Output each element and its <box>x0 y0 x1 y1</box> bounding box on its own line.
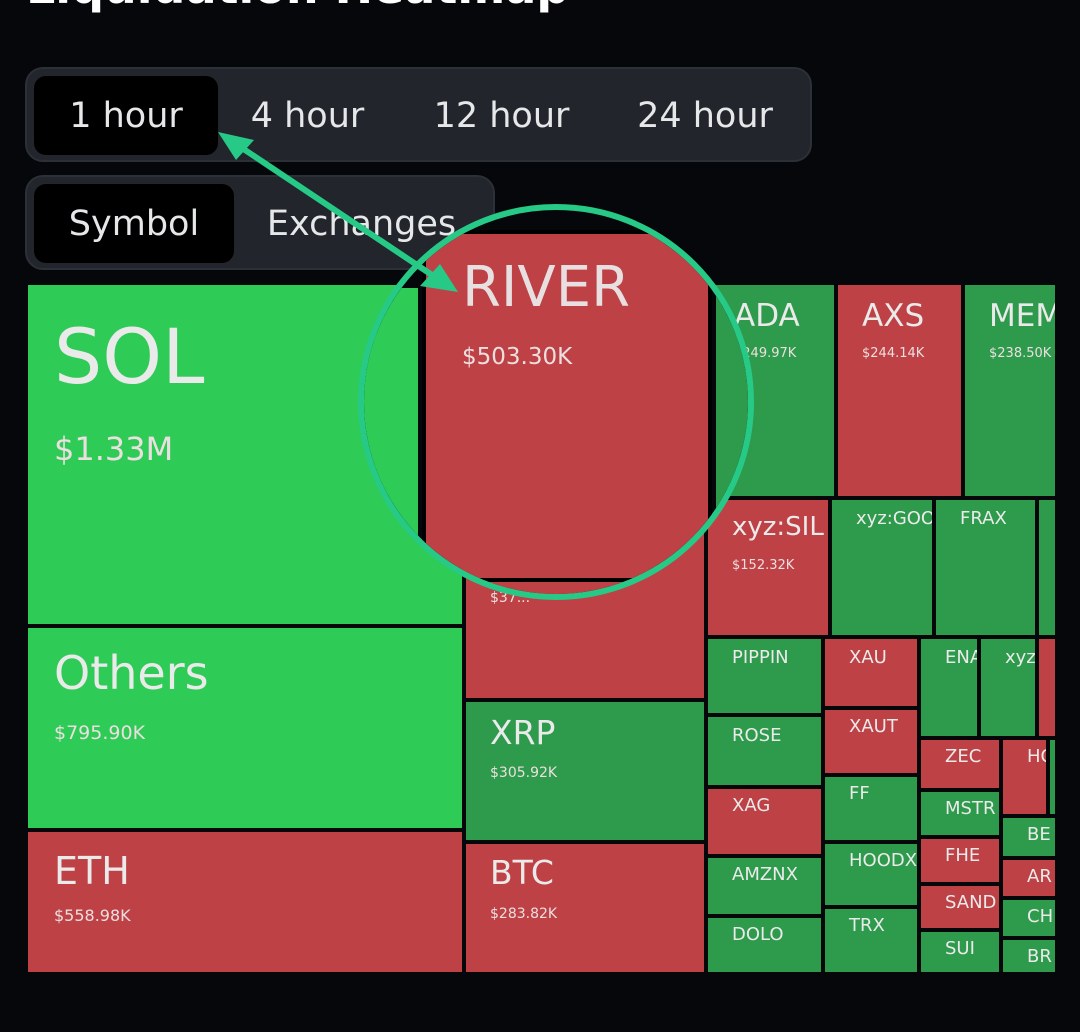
tile-name: ENA <box>945 647 979 668</box>
tile-name: MEM <box>989 298 1055 334</box>
tile-mstr[interactable]: MSTR <box>919 790 1001 837</box>
tile-name: Others <box>54 646 209 700</box>
tile-value: $795.90K <box>54 722 146 744</box>
tile-name: AR <box>1027 866 1052 887</box>
tile-name: XAG <box>732 795 771 816</box>
tile-axs[interactable]: AXS $244.14K <box>836 283 963 498</box>
tile-value: $503.30K <box>462 344 573 370</box>
tile-small[interactable] <box>1037 637 1055 738</box>
tile-name: SOL <box>54 312 205 401</box>
tile-name: HOODX <box>849 850 918 871</box>
magnified-lower-tile <box>464 582 724 594</box>
tile-name: XAUT <box>849 716 898 737</box>
tab-4-hour[interactable]: 4 hour <box>250 95 365 136</box>
tile-name: xyz:GOO <box>856 508 934 529</box>
tile-ho[interactable]: HO <box>1001 738 1048 816</box>
page-title: Liquidation Heatmap <box>26 0 569 14</box>
tab-symbol[interactable]: Symbol <box>34 184 234 263</box>
tile-name: FRAX <box>960 508 1007 529</box>
tab-1-hour[interactable]: 1 hour <box>34 76 218 155</box>
tile-name: AMZNX <box>732 864 798 885</box>
tile-name: TRX <box>849 915 885 936</box>
tile-trx[interactable]: TRX <box>823 907 919 974</box>
tile-eth[interactable]: ETH $558.98K <box>26 830 464 974</box>
tile-name: CH <box>1027 906 1054 927</box>
tile-name: PIPPIN <box>732 647 789 668</box>
tile-name: FHE <box>945 845 981 866</box>
tile-mem[interactable]: MEM $238.50K <box>963 283 1055 498</box>
tile-value: $558.98K <box>54 906 131 925</box>
tile-name: SAND <box>945 892 997 913</box>
tile-hoodx[interactable]: HOODX <box>823 842 919 907</box>
tile-name: MSTR <box>945 798 996 819</box>
tile-sui[interactable]: SUI <box>919 930 1001 974</box>
tile-name: SUI <box>945 938 975 959</box>
tile-xyz-goo[interactable]: xyz:GOO <box>830 498 934 637</box>
tab-12-hour[interactable]: 12 hour <box>433 95 570 136</box>
tile-xrp[interactable]: XRP $305.92K <box>464 700 706 842</box>
tile-name: HO <box>1027 746 1046 767</box>
tile-value: $152.32K <box>732 558 795 573</box>
tile-name: XRP <box>490 713 556 752</box>
time-range-selector: 1 hour 4 hour 12 hour 24 hour <box>25 67 812 162</box>
tile-pippin[interactable]: PIPPIN <box>706 637 823 715</box>
tile-value: $238.50K <box>989 346 1052 361</box>
tile-xaut[interactable]: XAUT <box>823 708 919 775</box>
tile-rose[interactable]: ROSE <box>706 715 823 787</box>
tab-24-hour[interactable]: 24 hour <box>637 95 773 136</box>
tile-btc[interactable]: BTC $283.82K <box>464 842 706 974</box>
tile-ar[interactable]: AR <box>1001 858 1055 898</box>
tile-ch[interactable]: CH <box>1001 898 1055 938</box>
tile-name: RIVER <box>462 255 631 320</box>
tile-name: DOLO <box>732 924 784 945</box>
tile-name: ETH <box>54 849 130 893</box>
tile-name: BE <box>1027 824 1051 845</box>
tile-ff[interactable]: FF <box>823 775 919 842</box>
tile-value: $305.92K <box>490 765 558 781</box>
tile-small[interactable] <box>1037 498 1055 637</box>
tile-name: BTC <box>490 853 554 892</box>
magnifier-lens: RIVER $503.30K <box>358 204 754 600</box>
tile-frax[interactable]: FRAX <box>934 498 1037 637</box>
tile-small[interactable] <box>1048 738 1055 816</box>
tile-name: AXS <box>862 298 925 334</box>
tile-value: $1.33M <box>54 430 174 468</box>
tile-name: ROSE <box>732 725 782 746</box>
tile-fhe[interactable]: FHE <box>919 837 1001 884</box>
tile-br[interactable]: BR <box>1001 938 1055 974</box>
magnified-ada-edge <box>716 288 748 548</box>
tile-name: ZEC <box>945 746 982 767</box>
tile-xau[interactable]: XAU <box>823 637 919 708</box>
tile-value: $244.14K <box>862 346 925 361</box>
tile-others[interactable]: Others $795.90K <box>26 626 464 830</box>
tile-name: FF <box>849 783 870 804</box>
tile-xag[interactable]: XAG <box>706 787 823 856</box>
tile-name: BR <box>1027 946 1052 967</box>
tile-value: $249.97K <box>734 346 797 361</box>
tile-xyz[interactable]: xyz <box>979 637 1037 738</box>
tile-amznx[interactable]: AMZNX <box>706 856 823 916</box>
tile-ena[interactable]: ENA <box>919 637 979 738</box>
tile-be[interactable]: BE <box>1001 816 1055 858</box>
magnified-river-tile: RIVER $503.30K <box>422 230 712 582</box>
tile-name: xyz <box>1005 647 1036 668</box>
tile-value: $283.82K <box>490 906 558 922</box>
tile-zec[interactable]: ZEC <box>919 738 1001 790</box>
tile-name: XAU <box>849 647 887 668</box>
tile-dolo[interactable]: DOLO <box>706 916 823 974</box>
magnified-sol-edge <box>364 288 418 588</box>
tile-sand[interactable]: SAND <box>919 884 1001 930</box>
